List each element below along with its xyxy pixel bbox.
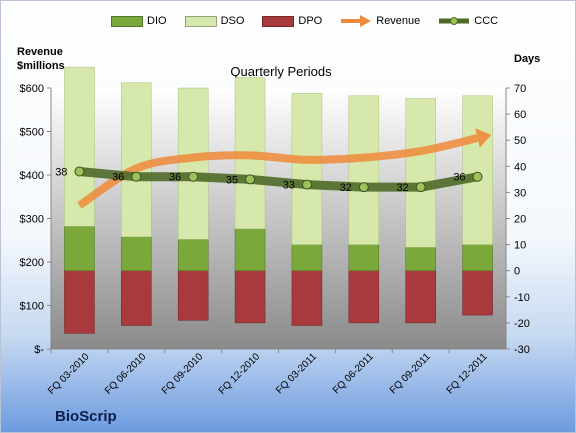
bar-dpo (234, 270, 266, 324)
bar-dso (177, 87, 209, 240)
bar-dpo (405, 270, 436, 324)
x-tick-label: FQ 12-2010 (217, 351, 263, 397)
legend-swatch-dio (111, 15, 143, 27)
left-axis-title-line2: $millions (17, 60, 65, 72)
left-tick-label: $200 (20, 257, 44, 269)
x-tick-label: FQ 03-2010 (46, 351, 92, 397)
right-tick-label: 40 (514, 161, 526, 173)
ccc-label: 38 (55, 167, 67, 179)
legend-label-dio: DIO (147, 15, 167, 27)
left-tick-label: $100 (20, 301, 44, 313)
legend-item-revenue: Revenue (340, 15, 420, 27)
x-tick-label: FQ 09-2010 (160, 351, 206, 397)
x-tick-label: FQ 06-2011 (331, 351, 376, 396)
right-tick-label: 70 (514, 83, 526, 95)
bar-dio (348, 244, 380, 271)
bar-dso (121, 82, 152, 238)
ccc-point (415, 182, 426, 193)
legend-item-dso: DSO (184, 15, 245, 27)
ccc-label: 33 (283, 180, 295, 192)
right-tick-label: -10 (514, 292, 530, 304)
legend-label-revenue: Revenue (376, 15, 421, 27)
bar-dio (405, 246, 436, 271)
legend-item-dio: DIO (111, 15, 167, 27)
ccc-point (131, 171, 142, 182)
ccc-point (245, 174, 256, 185)
legend: DIO DSO DPO Revenue CCC (111, 15, 498, 27)
plot-area (51, 88, 506, 349)
left-tick-label: $600 (20, 83, 44, 95)
bar-dpo (177, 270, 209, 321)
bar-dio (291, 244, 323, 271)
bar-dpo (348, 270, 380, 324)
left-tick-label: $400 (20, 170, 44, 182)
legend-label-dso: DSO (220, 15, 245, 27)
bar-dso (348, 95, 380, 245)
legend-swatch-dpo (262, 15, 295, 27)
bar-dpo (121, 270, 152, 326)
ccc-point (301, 179, 312, 190)
left-tick-label: $- (34, 344, 44, 356)
right-tick-label: 20 (514, 214, 526, 226)
bar-dio (121, 236, 152, 271)
legend-line-icon (439, 17, 470, 25)
ccc-point (472, 171, 483, 182)
right-tick-label: 0 (514, 266, 520, 278)
revenue-line (77, 134, 479, 209)
left-tick-label: $500 (20, 127, 44, 139)
ccc-line (74, 167, 483, 192)
ccc-label: 36 (453, 172, 465, 184)
right-tick-label: 30 (514, 187, 526, 199)
right-tick-label: 50 (514, 135, 526, 147)
x-tick-label: FQ 12-2011 (445, 351, 490, 396)
bar-dso (291, 92, 323, 245)
ccc-label: 32 (340, 182, 352, 194)
legend-swatch-dso (184, 15, 217, 27)
bar-dso (405, 98, 436, 248)
bar-dpo (64, 270, 95, 334)
right-tick-label: 60 (514, 109, 526, 121)
ccc-point (188, 171, 199, 182)
legend-label-ccc: CCC (474, 15, 499, 27)
bar-dio (64, 226, 95, 271)
legend-item-ccc: CCC (438, 15, 498, 27)
ccc-label: 36 (112, 172, 124, 184)
ccc-point (358, 182, 369, 193)
x-tick-label: FQ 09-2011 (388, 351, 433, 396)
legend-label-dpo: DPO (298, 15, 323, 27)
right-tick-label: 10 (514, 240, 526, 252)
x-tick-label: FQ 03-2011 (274, 351, 319, 396)
right-tick-label: -20 (514, 318, 530, 330)
ccc-point (74, 166, 85, 177)
bar-dpo (291, 270, 323, 326)
revenue-arrowhead (475, 128, 492, 148)
chart-title: Quarterly Periods (230, 64, 332, 79)
left-tick-label: $300 (20, 214, 44, 226)
right-tick-label: -30 (514, 344, 530, 356)
brand-name: BioScrip (55, 408, 117, 425)
ccc-label: 35 (226, 174, 238, 186)
ccc-label: 36 (169, 172, 181, 184)
right-axis-title: Days (514, 53, 541, 65)
legend-item-dpo: DPO (262, 15, 322, 27)
bar-dpo (462, 270, 493, 316)
x-tick-label: FQ 06-2010 (103, 351, 149, 397)
bar-dio (234, 228, 266, 271)
bar-dio (462, 244, 493, 271)
legend-arrow-icon (341, 15, 372, 27)
bar-dso (462, 95, 493, 245)
bar-dio (177, 239, 209, 271)
ccc-label: 32 (396, 182, 408, 194)
left-axis-title-line1: Revenue (17, 46, 63, 58)
